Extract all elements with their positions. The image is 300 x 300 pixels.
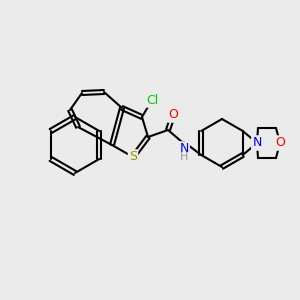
Text: Cl: Cl [146,94,158,106]
Text: N: N [252,136,262,149]
Text: O: O [275,136,285,149]
Text: H: H [180,152,188,162]
Text: N: N [179,142,189,155]
Text: O: O [168,109,178,122]
Text: S: S [129,151,137,164]
